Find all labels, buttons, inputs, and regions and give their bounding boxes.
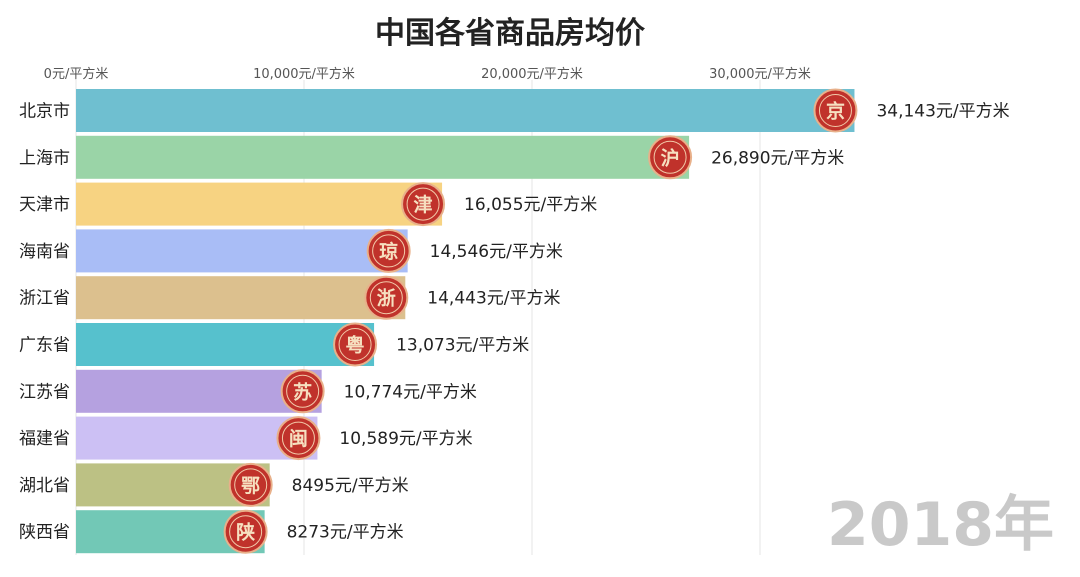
badge-circle (813, 88, 858, 133)
bar (76, 276, 406, 320)
category-label: 浙江省 (19, 289, 70, 309)
badge-ring (229, 515, 263, 549)
badge-ring (653, 140, 687, 174)
value-label: 8495元/平方米 (292, 476, 409, 496)
bar (76, 229, 408, 273)
badge-ring (369, 281, 403, 315)
badge-circle (280, 369, 325, 414)
x-tick-label: 30,000元/平方米 (709, 66, 811, 82)
badge-text: 鄂 (241, 475, 260, 497)
badge-text: 京 (826, 100, 845, 123)
badge-text: 津 (414, 193, 433, 216)
category-label: 湖北省 (19, 476, 70, 496)
bar (76, 89, 855, 132)
category-label: 北京市 (19, 102, 70, 122)
badge-text: 苏 (293, 380, 312, 403)
badge-text: 沪 (661, 146, 680, 169)
badge-ring (234, 468, 268, 502)
badge-ring (372, 234, 406, 268)
value-label: 26,890元/平方米 (711, 148, 844, 168)
value-label: 10,589元/平方米 (339, 429, 472, 449)
badge-circle (366, 228, 411, 273)
badge-text: 闽 (289, 428, 308, 450)
badge-text: 琼 (379, 240, 398, 263)
category-label: 上海市 (19, 148, 70, 168)
x-tick-label: 10,000元/平方米 (253, 66, 355, 82)
x-tick-label: 0元/平方米 (44, 66, 109, 82)
badge-ring (281, 421, 315, 455)
category-label: 天津市 (19, 195, 70, 215)
badge-ring (286, 374, 320, 408)
badge-ring (406, 187, 440, 221)
value-label: 14,546元/平方米 (430, 242, 563, 262)
badge-circle (364, 275, 409, 320)
category-label: 广东省 (19, 336, 70, 356)
badge-ring (338, 328, 372, 361)
value-label: 34,143元/平方米 (876, 102, 1009, 122)
bar (76, 182, 443, 226)
badge-circle (401, 182, 446, 227)
year-label: 2018年 (827, 490, 1054, 560)
bar (76, 323, 375, 366)
category-label: 陕西省 (19, 523, 70, 543)
x-tick-label: 20,000元/平方米 (481, 66, 583, 82)
value-label: 8273元/平方米 (287, 523, 404, 543)
category-label: 海南省 (19, 242, 70, 262)
chart-title: 中国各省商品房均价 (375, 16, 645, 51)
badge-text: 浙 (377, 287, 396, 310)
badge-text: 粤 (346, 334, 365, 357)
badge-circle (228, 462, 273, 507)
badge-text: 陕 (236, 521, 255, 544)
badge-circle (333, 322, 378, 367)
value-label: 13,073元/平方米 (396, 336, 529, 356)
badge-circle (648, 135, 693, 180)
value-label: 14,443元/平方米 (427, 289, 560, 309)
value-label: 16,055元/平方米 (464, 195, 597, 215)
bar (76, 135, 690, 179)
category-label: 江苏省 (19, 382, 70, 402)
badge-ring (818, 94, 852, 127)
badge-circle (223, 509, 268, 554)
value-label: 10,774元/平方米 (344, 382, 477, 402)
badge-circle (276, 416, 321, 461)
category-label: 福建省 (19, 429, 70, 449)
